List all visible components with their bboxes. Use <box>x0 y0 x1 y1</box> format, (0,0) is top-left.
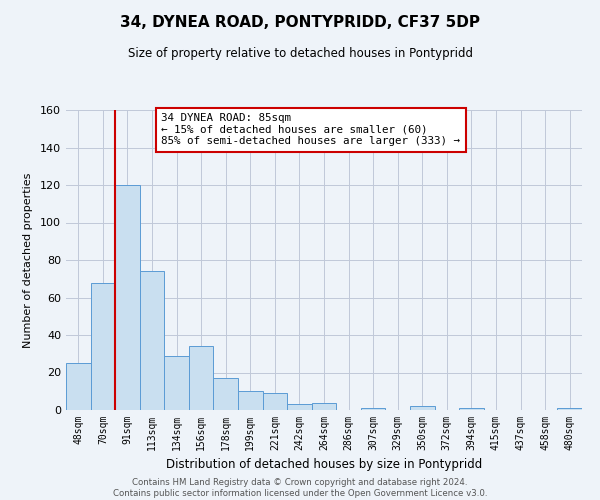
Bar <box>287 404 312 410</box>
Bar <box>312 402 336 410</box>
Bar <box>361 408 385 410</box>
Bar <box>66 363 91 410</box>
Bar <box>214 378 238 410</box>
Bar <box>91 282 115 410</box>
Bar <box>557 408 582 410</box>
Text: 34, DYNEA ROAD, PONTYPRIDD, CF37 5DP: 34, DYNEA ROAD, PONTYPRIDD, CF37 5DP <box>120 15 480 30</box>
Bar <box>459 408 484 410</box>
Bar <box>164 356 189 410</box>
Bar <box>238 391 263 410</box>
Bar <box>189 346 214 410</box>
Bar <box>263 393 287 410</box>
Y-axis label: Number of detached properties: Number of detached properties <box>23 172 33 348</box>
Text: Contains HM Land Registry data © Crown copyright and database right 2024.
Contai: Contains HM Land Registry data © Crown c… <box>113 478 487 498</box>
Text: Size of property relative to detached houses in Pontypridd: Size of property relative to detached ho… <box>128 48 473 60</box>
Bar <box>115 185 140 410</box>
Bar <box>410 406 434 410</box>
Bar <box>140 271 164 410</box>
Text: 34 DYNEA ROAD: 85sqm
← 15% of detached houses are smaller (60)
85% of semi-detac: 34 DYNEA ROAD: 85sqm ← 15% of detached h… <box>161 113 460 146</box>
X-axis label: Distribution of detached houses by size in Pontypridd: Distribution of detached houses by size … <box>166 458 482 471</box>
